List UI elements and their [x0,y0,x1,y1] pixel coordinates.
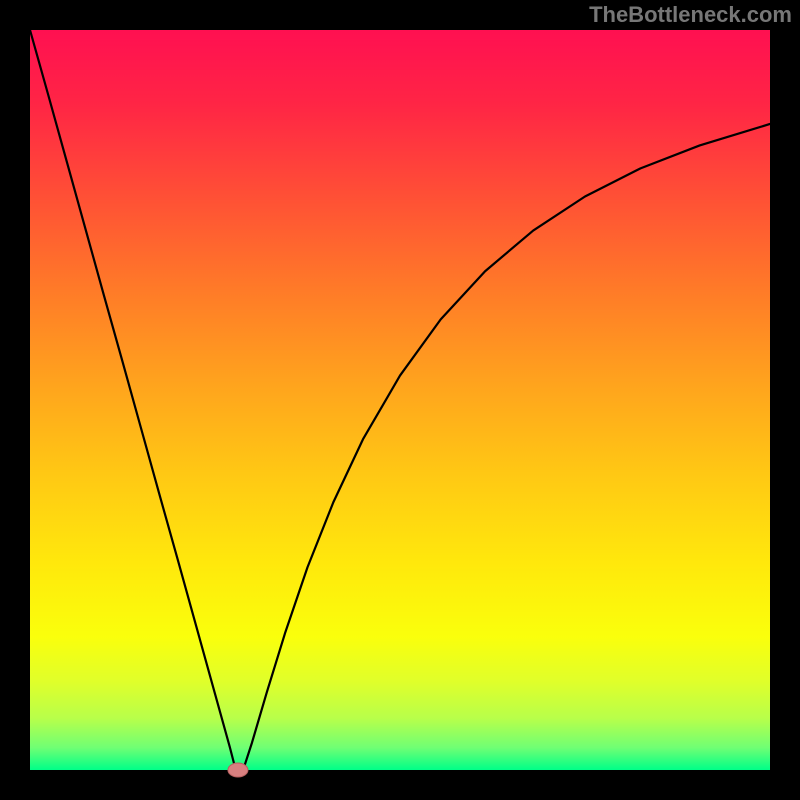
chart-container: TheBottleneck.com [0,0,800,800]
watermark-text: TheBottleneck.com [589,2,792,28]
bottleneck-chart-svg [0,0,800,800]
